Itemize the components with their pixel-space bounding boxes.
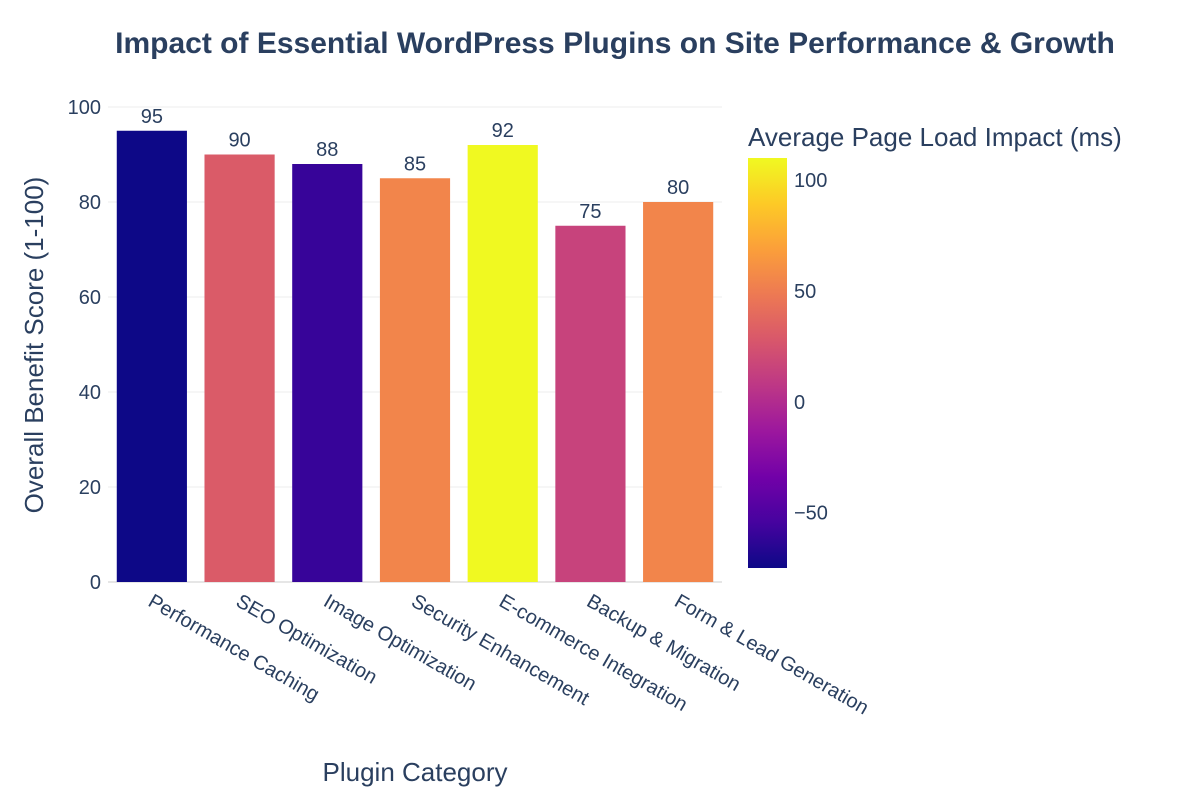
bar-value-label: 90 (228, 130, 250, 152)
y-tick-label: 20 (79, 477, 101, 499)
x-tick-label: SEO Optimization (232, 590, 381, 689)
chart-title: Impact of Essential WordPress Plugins on… (115, 27, 1115, 60)
colorbar-ticks: 100 50 0 −50 (794, 170, 828, 524)
bar (116, 130, 187, 582)
y-tick-label: 40 (79, 382, 101, 404)
colorbar-tick-label: 100 (794, 170, 827, 192)
y-tick-label: 100 (68, 97, 101, 119)
x-tick-label: Image Optimization (320, 590, 480, 695)
bar-value-label: 85 (404, 153, 426, 175)
bar (379, 178, 451, 582)
bar (467, 145, 538, 582)
bar (555, 225, 626, 582)
bar (292, 164, 363, 582)
y-tick-label: 80 (79, 192, 101, 214)
y-tick-label: 0 (90, 572, 101, 594)
bar (643, 202, 714, 582)
colorbar-tick-label: −50 (794, 503, 828, 525)
bar-value-label: 75 (579, 201, 601, 223)
colorbar-gradient (748, 158, 787, 568)
bar-value-label: 88 (316, 139, 338, 161)
y-axis-ticks: 0 20 40 60 80 100 (68, 97, 101, 594)
colorbar: Average Page Load Impact (ms) 100 50 0 −50 (748, 122, 1122, 568)
x-axis-title: Plugin Category (323, 757, 508, 787)
colorbar-title: Average Page Load Impact (ms) (748, 122, 1122, 152)
bar-value-label: 95 (141, 106, 163, 128)
data-labels: 95 90 88 85 92 75 80 (141, 106, 690, 223)
bar-value-label: 80 (667, 177, 689, 199)
bars (116, 130, 714, 582)
colorbar-tick-label: 50 (794, 281, 816, 303)
y-tick-label: 60 (79, 287, 101, 309)
bar (204, 154, 275, 582)
bar-value-label: 92 (492, 120, 514, 142)
colorbar-tick-label: 0 (794, 392, 805, 414)
y-axis-title: Overall Benefit Score (1-100) (19, 177, 49, 514)
